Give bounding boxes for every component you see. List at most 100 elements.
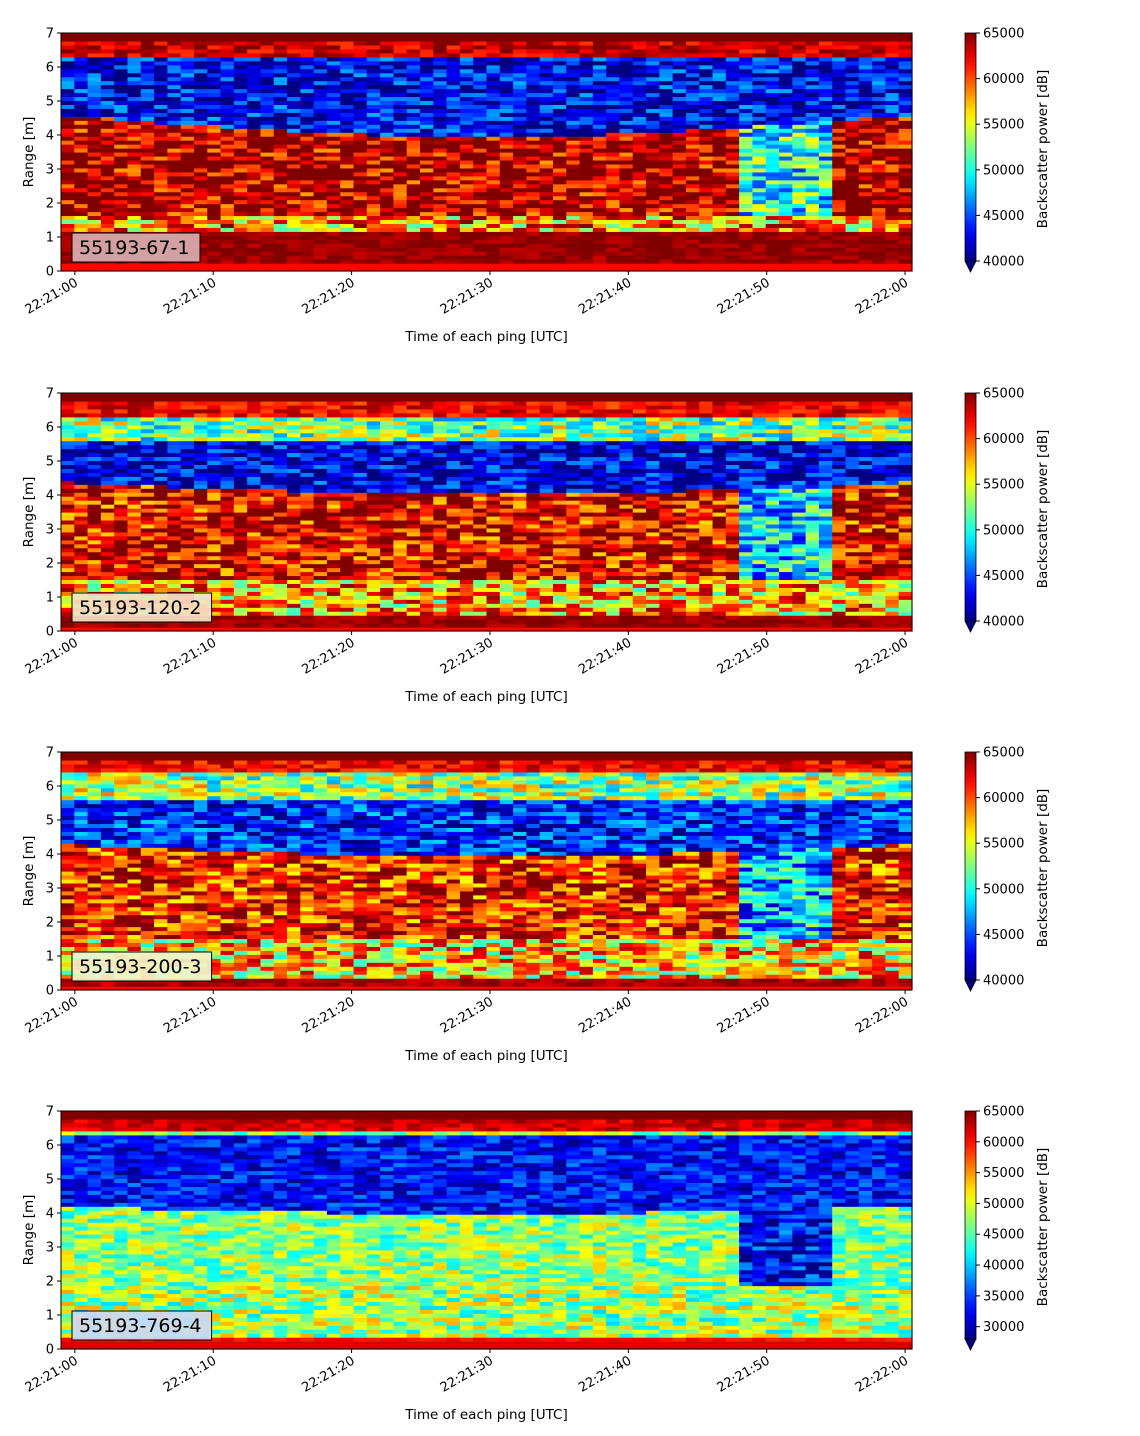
heatmap-cell <box>619 159 634 165</box>
heatmap-cell <box>127 512 142 517</box>
heatmap-cell <box>273 255 288 260</box>
heatmap-cell <box>220 472 235 477</box>
heatmap-cell <box>606 52 621 58</box>
heatmap-cell <box>167 267 182 272</box>
heatmap-cell <box>74 60 89 66</box>
heatmap-cell <box>260 36 275 42</box>
heatmap-cell <box>326 124 341 129</box>
heatmap-cell <box>300 247 315 252</box>
heatmap-cell <box>792 116 807 121</box>
heatmap-cell <box>260 448 275 454</box>
heatmap-cell <box>473 152 488 157</box>
heatmap-cell <box>353 44 368 50</box>
heatmap-cell <box>326 255 341 260</box>
x-tick-label: 22:21:00 <box>23 275 81 317</box>
heatmap-cell <box>87 44 102 50</box>
heatmap-cell <box>765 219 780 224</box>
heatmap-cell <box>154 52 168 58</box>
heatmap-cell <box>606 64 621 70</box>
heatmap-cell <box>818 227 833 232</box>
heatmap-cell <box>353 132 368 137</box>
heatmap-cell <box>74 116 89 121</box>
heatmap-cell <box>140 120 155 125</box>
heatmap-cell <box>406 171 421 177</box>
heatmap-cell <box>127 68 142 74</box>
heatmap-cell <box>87 183 102 189</box>
heatmap-cell <box>220 48 235 54</box>
heatmap-cell <box>140 404 155 410</box>
heatmap-cell <box>193 92 208 98</box>
heatmap-cell <box>420 72 434 78</box>
heatmap-cell <box>273 144 288 149</box>
heatmap-cell <box>353 40 368 46</box>
heatmap-cell <box>433 100 448 105</box>
heatmap-cell <box>193 396 208 402</box>
heatmap-cell <box>779 140 793 145</box>
heatmap-cell <box>725 72 740 78</box>
heatmap-cell <box>592 215 607 221</box>
heatmap-cell <box>712 128 727 133</box>
heatmap-cell <box>725 116 740 121</box>
heatmap-cell <box>526 132 541 137</box>
heatmap-cell <box>287 60 301 66</box>
heatmap-cell <box>792 219 807 224</box>
heatmap-cell <box>872 56 887 62</box>
heatmap-cell <box>646 239 660 244</box>
heatmap-cell <box>845 128 860 133</box>
heatmap-cell <box>725 175 740 181</box>
heatmap-cell <box>805 84 820 90</box>
heatmap-cell <box>513 215 527 221</box>
heatmap-cell <box>100 84 115 90</box>
heatmap-cell <box>61 40 75 46</box>
heatmap-cell <box>646 219 660 224</box>
heatmap-cell <box>539 159 554 165</box>
heatmap-cell <box>805 108 820 113</box>
heatmap-cell <box>207 408 222 414</box>
heatmap-cell <box>287 88 301 94</box>
heatmap-cell <box>739 100 754 105</box>
heatmap-cell <box>273 140 288 145</box>
heatmap-cell <box>287 595 301 600</box>
heatmap-cell <box>260 615 275 620</box>
heatmap-cell <box>154 531 168 537</box>
heatmap-cell <box>699 155 714 161</box>
heatmap-cell <box>167 187 182 193</box>
heatmap-cell <box>393 116 408 121</box>
heatmap-cell <box>87 64 102 70</box>
heatmap-cell <box>313 64 328 70</box>
heatmap-cell <box>300 227 315 232</box>
heatmap-cell <box>446 104 461 109</box>
heatmap-cell <box>885 128 900 133</box>
heatmap-cell <box>420 120 434 125</box>
heatmap-cell <box>699 215 714 221</box>
heatmap-cell <box>207 247 222 252</box>
heatmap-cell <box>114 396 129 402</box>
heatmap-cell <box>167 500 182 505</box>
heatmap-cell <box>233 144 248 149</box>
heatmap-cell <box>260 512 275 517</box>
heatmap-cell <box>446 80 461 86</box>
heatmap-cell <box>247 96 262 102</box>
heatmap-cell <box>845 120 860 125</box>
heatmap-cell <box>326 120 341 125</box>
heatmap-cell <box>273 263 288 268</box>
heatmap-cell <box>326 251 341 256</box>
heatmap-cell <box>100 223 115 228</box>
heatmap-cell <box>832 211 847 217</box>
heatmap-cell <box>154 223 168 228</box>
heatmap-cell <box>61 148 75 153</box>
heatmap-cell <box>140 44 155 50</box>
heatmap-cell <box>872 92 887 98</box>
heatmap-cell <box>579 104 594 109</box>
heatmap-cell <box>579 199 594 205</box>
heatmap-cell <box>712 243 727 248</box>
heatmap-cell <box>180 187 195 193</box>
heatmap-cell <box>220 452 235 458</box>
heatmap-cell <box>765 108 780 113</box>
heatmap-cell <box>433 68 448 74</box>
heatmap-cell <box>779 239 793 244</box>
heatmap-cell <box>87 420 102 426</box>
heatmap-cell <box>154 187 168 193</box>
heatmap-cell <box>326 231 341 236</box>
heatmap-cell <box>845 219 860 224</box>
